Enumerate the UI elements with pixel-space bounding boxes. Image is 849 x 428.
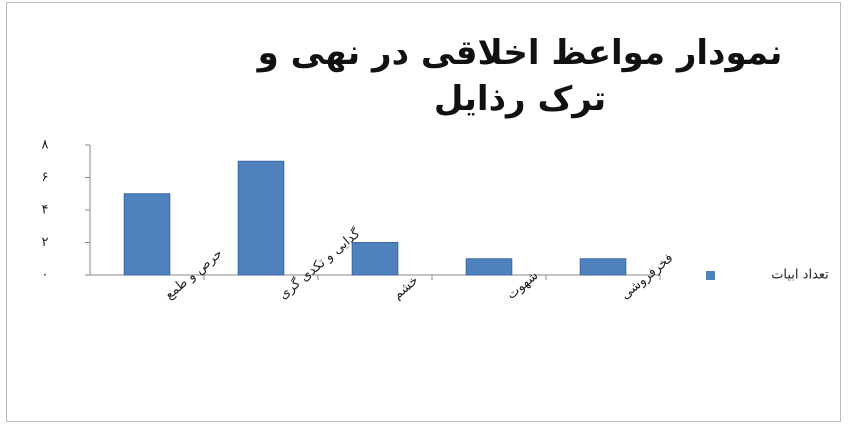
legend-label: تعداد ابیات bbox=[771, 268, 829, 283]
bar bbox=[123, 193, 171, 276]
chart-title: نمودار مواعظ اخلاقی در نهی و ترک رذایل bbox=[257, 33, 783, 119]
bar bbox=[465, 258, 513, 276]
x-tick-label: حرص و طمع bbox=[162, 246, 225, 303]
y-tick-label: ۶ bbox=[42, 170, 49, 185]
y-tick-label: ۴ bbox=[42, 203, 49, 218]
bar bbox=[579, 258, 627, 276]
chart-frame bbox=[6, 2, 841, 422]
x-tick-label: فخرفروشی bbox=[618, 251, 676, 303]
bar bbox=[237, 160, 285, 276]
bar bbox=[351, 242, 399, 276]
y-tick-label: ۲ bbox=[42, 235, 49, 250]
y-tick-label: ۰ bbox=[42, 268, 49, 283]
legend-swatch bbox=[706, 271, 715, 280]
x-tick-label: گدایی و تکدی گری bbox=[276, 225, 364, 303]
y-tick-label: ۸ bbox=[42, 138, 49, 153]
x-tick-label: خشم bbox=[390, 273, 421, 303]
